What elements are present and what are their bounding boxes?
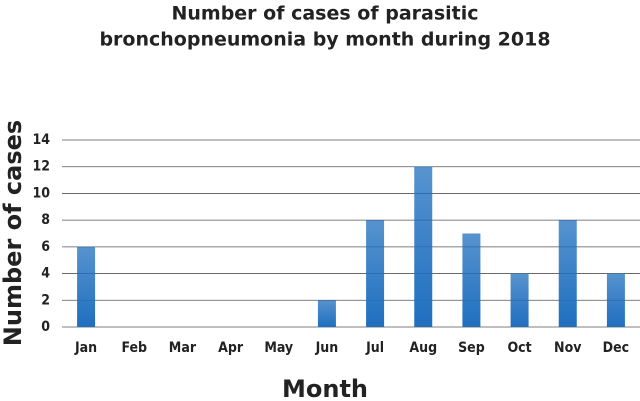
x-tick-label: Oct: [507, 340, 531, 356]
x-tick-label: Mar: [169, 340, 197, 356]
x-tick-label: Jul: [365, 340, 384, 356]
x-tick-label: Aug: [409, 340, 437, 356]
bar: [366, 220, 385, 327]
y-axis-title: Number of cases: [0, 120, 27, 346]
y-tick-label: 4: [41, 266, 50, 282]
x-tick-label: Jan: [74, 340, 97, 356]
x-axis-title: Month: [282, 375, 368, 401]
y-tick-label: 2: [41, 292, 50, 308]
y-tick-label: 6: [41, 239, 50, 255]
chart-title: bronchopneumonia by month during 2018: [99, 29, 550, 51]
bar: [606, 273, 625, 327]
x-tick-label: Jun: [315, 340, 339, 356]
x-tick-label: Apr: [218, 340, 244, 356]
chart-title: Number of cases of parasitic: [171, 3, 478, 25]
y-tick-label: 0: [41, 319, 50, 335]
bar: [510, 273, 529, 327]
y-tick-label: 14: [32, 132, 50, 148]
bar: [317, 300, 336, 327]
x-tick-label: Nov: [554, 340, 582, 356]
y-tick-label: 10: [32, 185, 50, 201]
bar: [77, 246, 96, 327]
bar: [414, 166, 433, 327]
bar: [462, 233, 481, 327]
y-tick-label: 8: [41, 212, 50, 228]
x-tick-label: Dec: [603, 340, 629, 356]
x-tick-label: Sep: [458, 340, 485, 356]
y-tick-label: 12: [32, 159, 50, 175]
bar: [558, 220, 577, 327]
x-tick-label: May: [264, 340, 293, 356]
x-tick-label: Feb: [121, 340, 147, 356]
